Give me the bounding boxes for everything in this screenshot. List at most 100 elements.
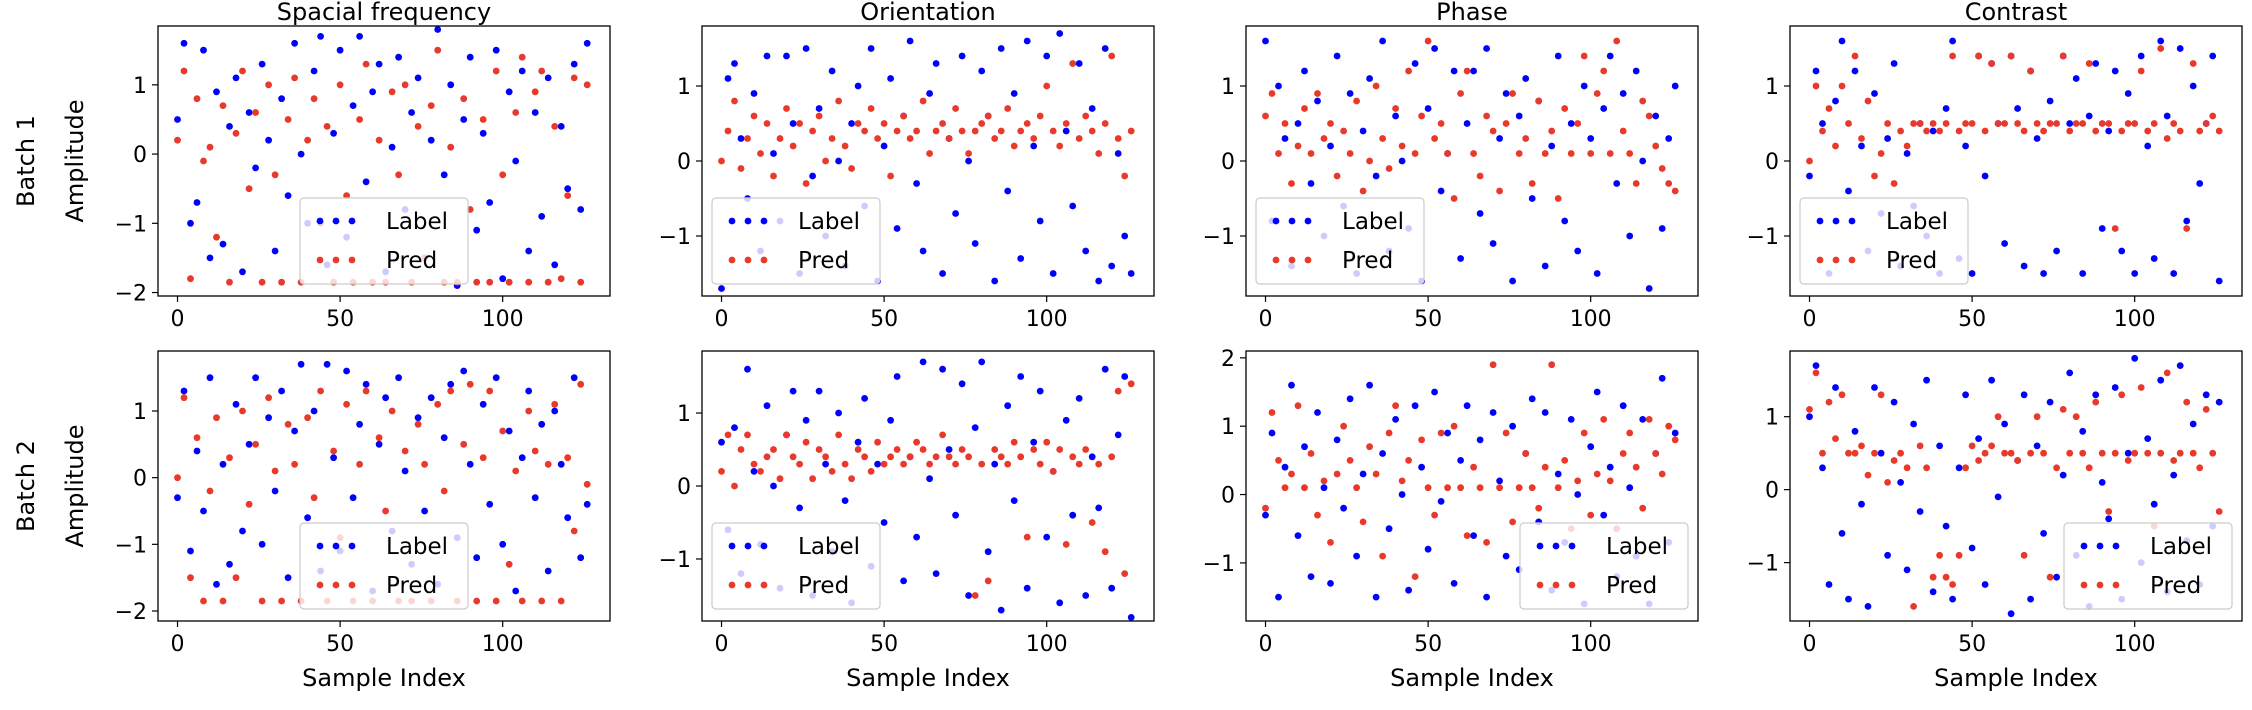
data-point [1043,438,1051,446]
data-point [1528,195,1536,202]
data-point [1004,460,1012,468]
data-point [965,150,972,157]
data-point [1665,422,1673,430]
x-tick-label: 50 [870,632,898,657]
data-point [349,102,357,109]
data-point [2189,60,2197,67]
data-point [239,268,246,276]
data-point [2014,120,2021,127]
data-point [1884,551,1891,559]
data-point [2144,435,2152,442]
data-point [2072,413,2080,421]
data-point [1929,127,1937,135]
series-pred [718,52,1135,187]
data-point [1632,180,1640,187]
data-point [1281,135,1289,142]
data-point [538,597,546,605]
data-point [395,171,402,179]
x-axis-label: Sample Index [1390,664,1554,692]
data-point [1372,172,1380,180]
legend-marker [1816,256,1824,264]
data-point [245,500,253,508]
data-point [1574,491,1582,498]
data-point [252,440,259,448]
data-point [965,592,972,599]
data-point [926,475,933,483]
data-point [1613,180,1621,187]
data-point [1314,90,1321,97]
data-point [2137,67,2145,75]
data-point [557,275,565,283]
data-point [835,431,842,439]
legend-marker [2096,542,2104,550]
data-point [1004,402,1012,410]
data-point [1619,402,1627,410]
data-point [2170,270,2178,277]
data-point [1929,573,1937,581]
data-point [2098,120,2106,127]
data-point [284,574,292,582]
x-tick-label: 50 [326,632,354,657]
data-point [1483,112,1490,120]
data-point [731,482,738,490]
data-point [1626,484,1634,492]
data-point [2105,120,2113,127]
data-point [1600,511,1608,519]
data-point [1450,67,1458,75]
data-point [200,157,207,165]
data-point [744,365,751,373]
data-point [2157,37,2165,45]
x-axis-label: Sample Index [302,664,466,692]
data-point [271,487,279,495]
legend-marker [2080,581,2088,589]
data-point [1121,232,1129,240]
data-point [1108,453,1116,461]
data-point [180,67,188,75]
data-point [1327,580,1334,587]
data-point [258,597,266,605]
data-point [1385,525,1393,533]
data-point [1010,497,1018,504]
data-point [1626,150,1634,157]
legend-marker [2096,581,2104,589]
data-point [2033,120,2041,127]
data-point [2196,180,2204,187]
data-point [317,33,324,40]
data-point [1574,247,1582,255]
data-point [375,136,383,144]
data-point [1121,172,1129,180]
y-tick-label: 0 [1221,484,1235,509]
data-point [1541,150,1549,157]
data-point [1405,67,1412,75]
data-point [2163,369,2171,377]
data-point [213,414,220,422]
data-point [1890,457,1898,464]
data-point [564,454,572,462]
data-point [2092,60,2100,67]
data-point [1489,240,1497,247]
data-point [1587,135,1595,142]
data-point [2170,457,2178,464]
data-point [1307,180,1315,187]
data-point [1457,484,1464,492]
data-point [1010,90,1018,97]
legend-marker [1304,256,1312,264]
data-point [1897,127,1904,135]
data-point [304,414,311,422]
y-tick-label: 1 [677,75,691,100]
data-point [2215,127,2223,135]
data-point [1056,599,1064,607]
y-tick-label: −1 [1747,225,1779,250]
data-point [2027,67,2034,75]
data-point [874,438,881,446]
legend-marker [348,217,356,225]
data-point [718,157,725,165]
data-point [180,39,188,47]
data-point [531,88,539,96]
data-point [479,129,487,137]
data-point [1268,90,1276,97]
data-point [854,446,862,453]
data-point [1502,429,1510,437]
legend-marker [1816,217,1824,225]
data-point [1851,449,1859,457]
